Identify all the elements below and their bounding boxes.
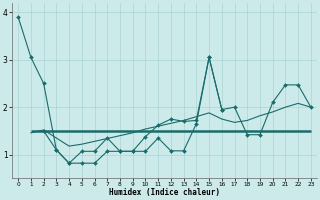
X-axis label: Humidex (Indice chaleur): Humidex (Indice chaleur): [109, 188, 220, 197]
